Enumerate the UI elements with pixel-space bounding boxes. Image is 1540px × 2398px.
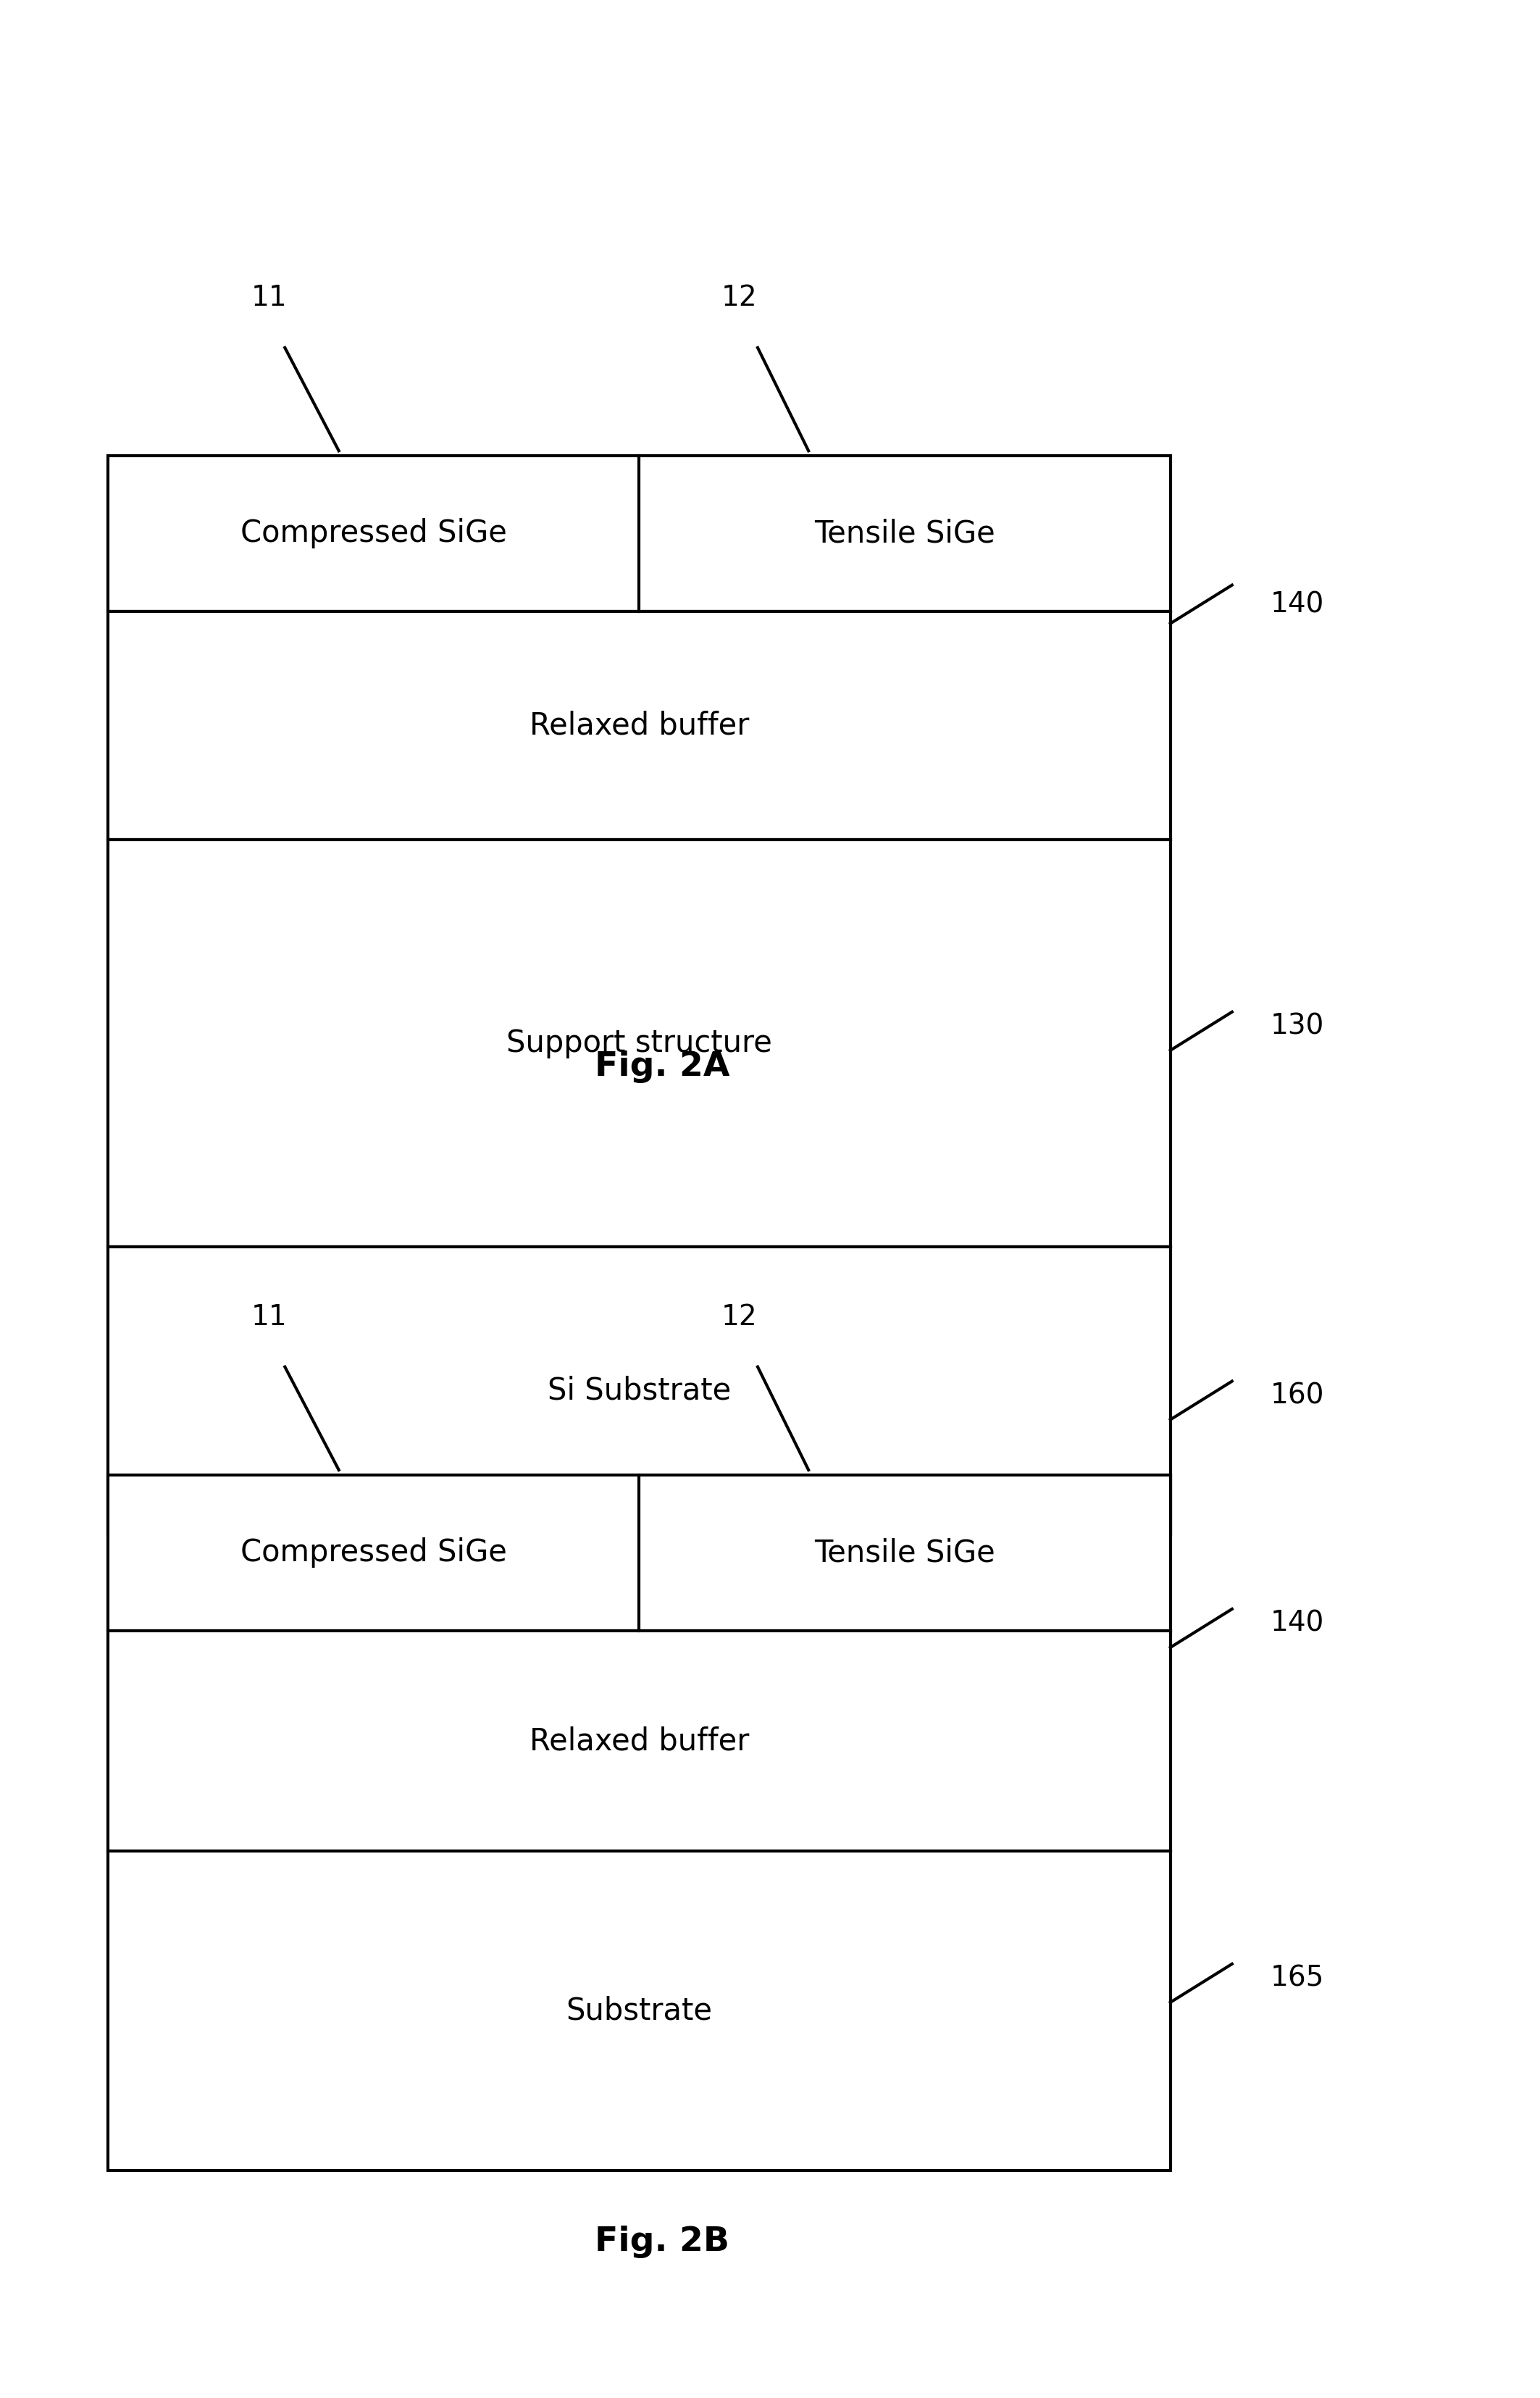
Text: 130: 130 xyxy=(1270,1012,1324,1041)
Bar xyxy=(108,1631,1170,1851)
Bar xyxy=(108,456,1170,611)
Text: 11: 11 xyxy=(251,285,288,312)
Text: Fig. 2A: Fig. 2A xyxy=(594,1050,730,1084)
Text: 12: 12 xyxy=(721,1305,758,1331)
Text: 165: 165 xyxy=(1270,1964,1324,1993)
Text: 140: 140 xyxy=(1270,590,1324,619)
Bar xyxy=(108,839,1170,1247)
Text: 160: 160 xyxy=(1270,1381,1324,1410)
Bar xyxy=(108,1475,1170,1631)
Text: 11: 11 xyxy=(251,1305,288,1331)
Text: Si Substrate: Si Substrate xyxy=(547,1376,732,1405)
Text: Compressed SiGe: Compressed SiGe xyxy=(240,1537,507,1568)
Text: Relaxed buffer: Relaxed buffer xyxy=(530,1727,748,1755)
Bar xyxy=(108,1851,1170,2170)
Text: 140: 140 xyxy=(1270,1609,1324,1638)
Text: Tensile SiGe: Tensile SiGe xyxy=(815,518,995,549)
Text: Compressed SiGe: Compressed SiGe xyxy=(240,518,507,549)
Text: Support structure: Support structure xyxy=(507,1029,772,1058)
Text: 12: 12 xyxy=(721,285,758,312)
Text: Substrate: Substrate xyxy=(565,1995,713,2026)
Bar xyxy=(108,611,1170,839)
Text: Relaxed buffer: Relaxed buffer xyxy=(530,710,748,741)
Text: Fig. 2B: Fig. 2B xyxy=(594,2225,730,2259)
Text: Tensile SiGe: Tensile SiGe xyxy=(815,1537,995,1568)
Bar xyxy=(108,1247,1170,1535)
